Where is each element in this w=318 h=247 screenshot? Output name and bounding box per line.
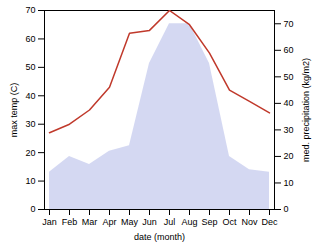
svg-text:10: 10 <box>25 176 35 186</box>
svg-text:20: 20 <box>284 151 294 161</box>
svg-text:Apr: Apr <box>102 217 116 227</box>
svg-text:70: 70 <box>284 19 294 29</box>
svg-text:10: 10 <box>284 178 294 188</box>
svg-text:max temp (C): max temp (C) <box>9 83 19 138</box>
svg-text:50: 50 <box>25 62 35 72</box>
svg-text:30: 30 <box>284 125 294 135</box>
svg-text:Mar: Mar <box>82 217 98 227</box>
svg-text:50: 50 <box>284 72 294 82</box>
svg-text:Sep: Sep <box>201 217 217 227</box>
svg-text:date (month): date (month) <box>134 232 185 242</box>
svg-text:med. precipitation (kg/m2): med. precipitation (kg/m2) <box>301 58 311 162</box>
svg-text:40: 40 <box>284 98 294 108</box>
svg-text:40: 40 <box>25 91 35 101</box>
svg-text:Jun: Jun <box>142 217 157 227</box>
svg-text:60: 60 <box>284 45 294 55</box>
svg-text:Feb: Feb <box>62 217 78 227</box>
svg-text:0: 0 <box>284 204 289 214</box>
svg-text:Aug: Aug <box>181 217 197 227</box>
svg-text:60: 60 <box>25 34 35 44</box>
svg-text:20: 20 <box>25 148 35 158</box>
svg-text:May: May <box>121 217 139 227</box>
svg-text:0: 0 <box>30 204 35 214</box>
svg-text:Oct: Oct <box>222 217 237 227</box>
svg-text:Dec: Dec <box>261 217 278 227</box>
svg-text:Jan: Jan <box>42 217 57 227</box>
svg-text:30: 30 <box>25 119 35 129</box>
svg-text:Jul: Jul <box>164 217 176 227</box>
svg-text:Nov: Nov <box>241 217 258 227</box>
svg-text:70: 70 <box>25 5 35 15</box>
